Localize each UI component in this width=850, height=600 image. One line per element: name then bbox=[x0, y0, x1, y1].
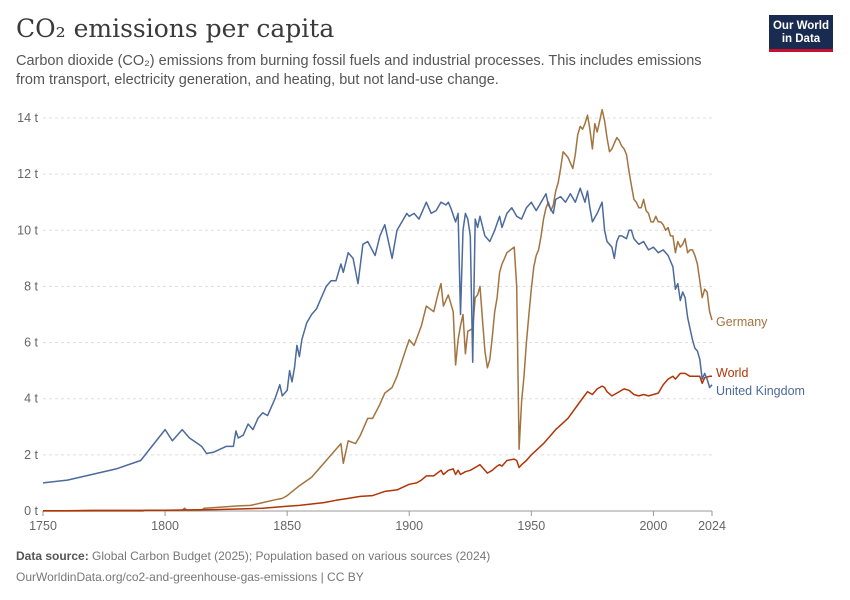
y-tick-label: 6 t bbox=[24, 336, 38, 350]
series-label: Germany bbox=[716, 315, 768, 329]
series-lines bbox=[42, 108, 713, 512]
x-tick-label: 1850 bbox=[273, 519, 301, 533]
x-tick-label: 2024 bbox=[698, 519, 726, 533]
y-tick-label: 14 t bbox=[17, 111, 38, 125]
series-line-world[interactable] bbox=[43, 372, 712, 512]
series-label: World bbox=[716, 366, 748, 380]
logo-line-1: Our World bbox=[772, 20, 829, 32]
y-tick-label: 12 t bbox=[17, 167, 38, 181]
x-tick-label: 1950 bbox=[517, 519, 545, 533]
x-tick-label: 2000 bbox=[639, 519, 667, 533]
y-tick-label: 4 t bbox=[24, 392, 38, 406]
y-tick-label: 0 t bbox=[24, 504, 38, 518]
y-tick-label: 2 t bbox=[24, 448, 38, 462]
y-axis-labels: 0 t 2 t 4 t 6 t 8 t 10 t 12 t 14 t bbox=[17, 111, 38, 518]
logo-line-2: in Data bbox=[781, 33, 821, 45]
grid-lines bbox=[43, 117, 712, 512]
x-tick-label: 1800 bbox=[151, 519, 179, 533]
data-source-text: Global Carbon Budget (2025); Population … bbox=[92, 549, 491, 563]
source-url[interactable]: OurWorldinData.org/co2-and-greenhouse-ga… bbox=[16, 570, 364, 584]
x-tick-label: 1900 bbox=[395, 519, 423, 533]
x-axis: 1750 1800 1850 1900 1950 2000 2024 bbox=[29, 511, 726, 533]
line-chart: 0 t 2 t 4 t 6 t 8 t 10 t 12 t 14 t 1750 1800 1850… bbox=[17, 108, 805, 533]
chart-title: CO₂ emissions per capita bbox=[16, 14, 335, 43]
data-source-label: Data source: bbox=[16, 549, 89, 563]
series-labels: Germany World United Kingdom bbox=[716, 315, 805, 398]
chart-subtitle: Carbon dioxide (CO₂) emissions from burn… bbox=[16, 53, 702, 88]
series-line-germany[interactable] bbox=[43, 108, 713, 512]
data-source: Data source: Global Carbon Budget (2025)… bbox=[16, 549, 490, 563]
owid-logo[interactable]: Our World in Data bbox=[769, 15, 833, 52]
y-tick-label: 10 t bbox=[17, 223, 38, 237]
series-label: United Kingdom bbox=[716, 384, 805, 398]
series-line-united-kingdom[interactable] bbox=[42, 187, 713, 484]
x-tick-label: 1750 bbox=[29, 519, 57, 533]
y-tick-label: 8 t bbox=[24, 279, 38, 293]
